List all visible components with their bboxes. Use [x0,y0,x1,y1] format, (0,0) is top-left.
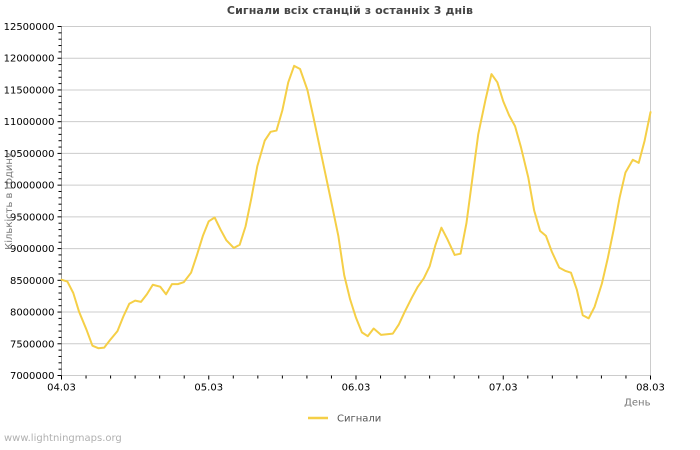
x-axis-tick-label: 05.03 [194,383,223,394]
y-axis-tick-label: 10000000 [4,181,55,192]
plot-background [61,26,651,376]
y-axis-ticks [57,26,62,376]
x-axis-tick-label: 04.03 [47,383,76,394]
y-axis-tick-label: 9500000 [10,212,55,223]
legend-label-signals: Сигнали [337,414,381,425]
y-axis-tick-label: 8500000 [10,276,55,287]
x-axis-title: День [624,398,651,409]
y-axis-labels: 12500000 12000000 11500000 11000000 10500000… [4,22,55,382]
chart-legend: Сигнали [308,414,381,425]
x-axis-tick-label: 07.03 [489,383,518,394]
y-axis-tick-label: 7500000 [10,339,55,350]
y-axis-tick-label: 11000000 [4,117,55,128]
x-axis-tick-label: 06.03 [342,383,371,394]
footer-site-label: www.lightningmaps.org [4,433,122,444]
y-axis-tick-label: 9000000 [10,244,55,255]
y-axis-tick-label: 12500000 [4,22,55,33]
x-axis-labels: 04.03 05.03 06.03 07.03 08.03 [47,383,665,394]
x-axis-ticks [61,375,651,380]
chart-title: Сигнали всіх станцій з останніх 3 днів [226,4,474,17]
y-axis-tick-label: 7000000 [10,371,55,382]
y-axis-tick-label: 8000000 [10,308,55,319]
y-axis-tick-label: 10500000 [4,149,55,160]
y-axis-tick-label: 12000000 [4,54,55,65]
x-axis-tick-label: 08.03 [636,383,665,394]
y-axis-tick-label: 11500000 [4,85,55,96]
y-axis-title: Кількість в годину [3,152,15,250]
data-series-line-signals [60,64,652,350]
